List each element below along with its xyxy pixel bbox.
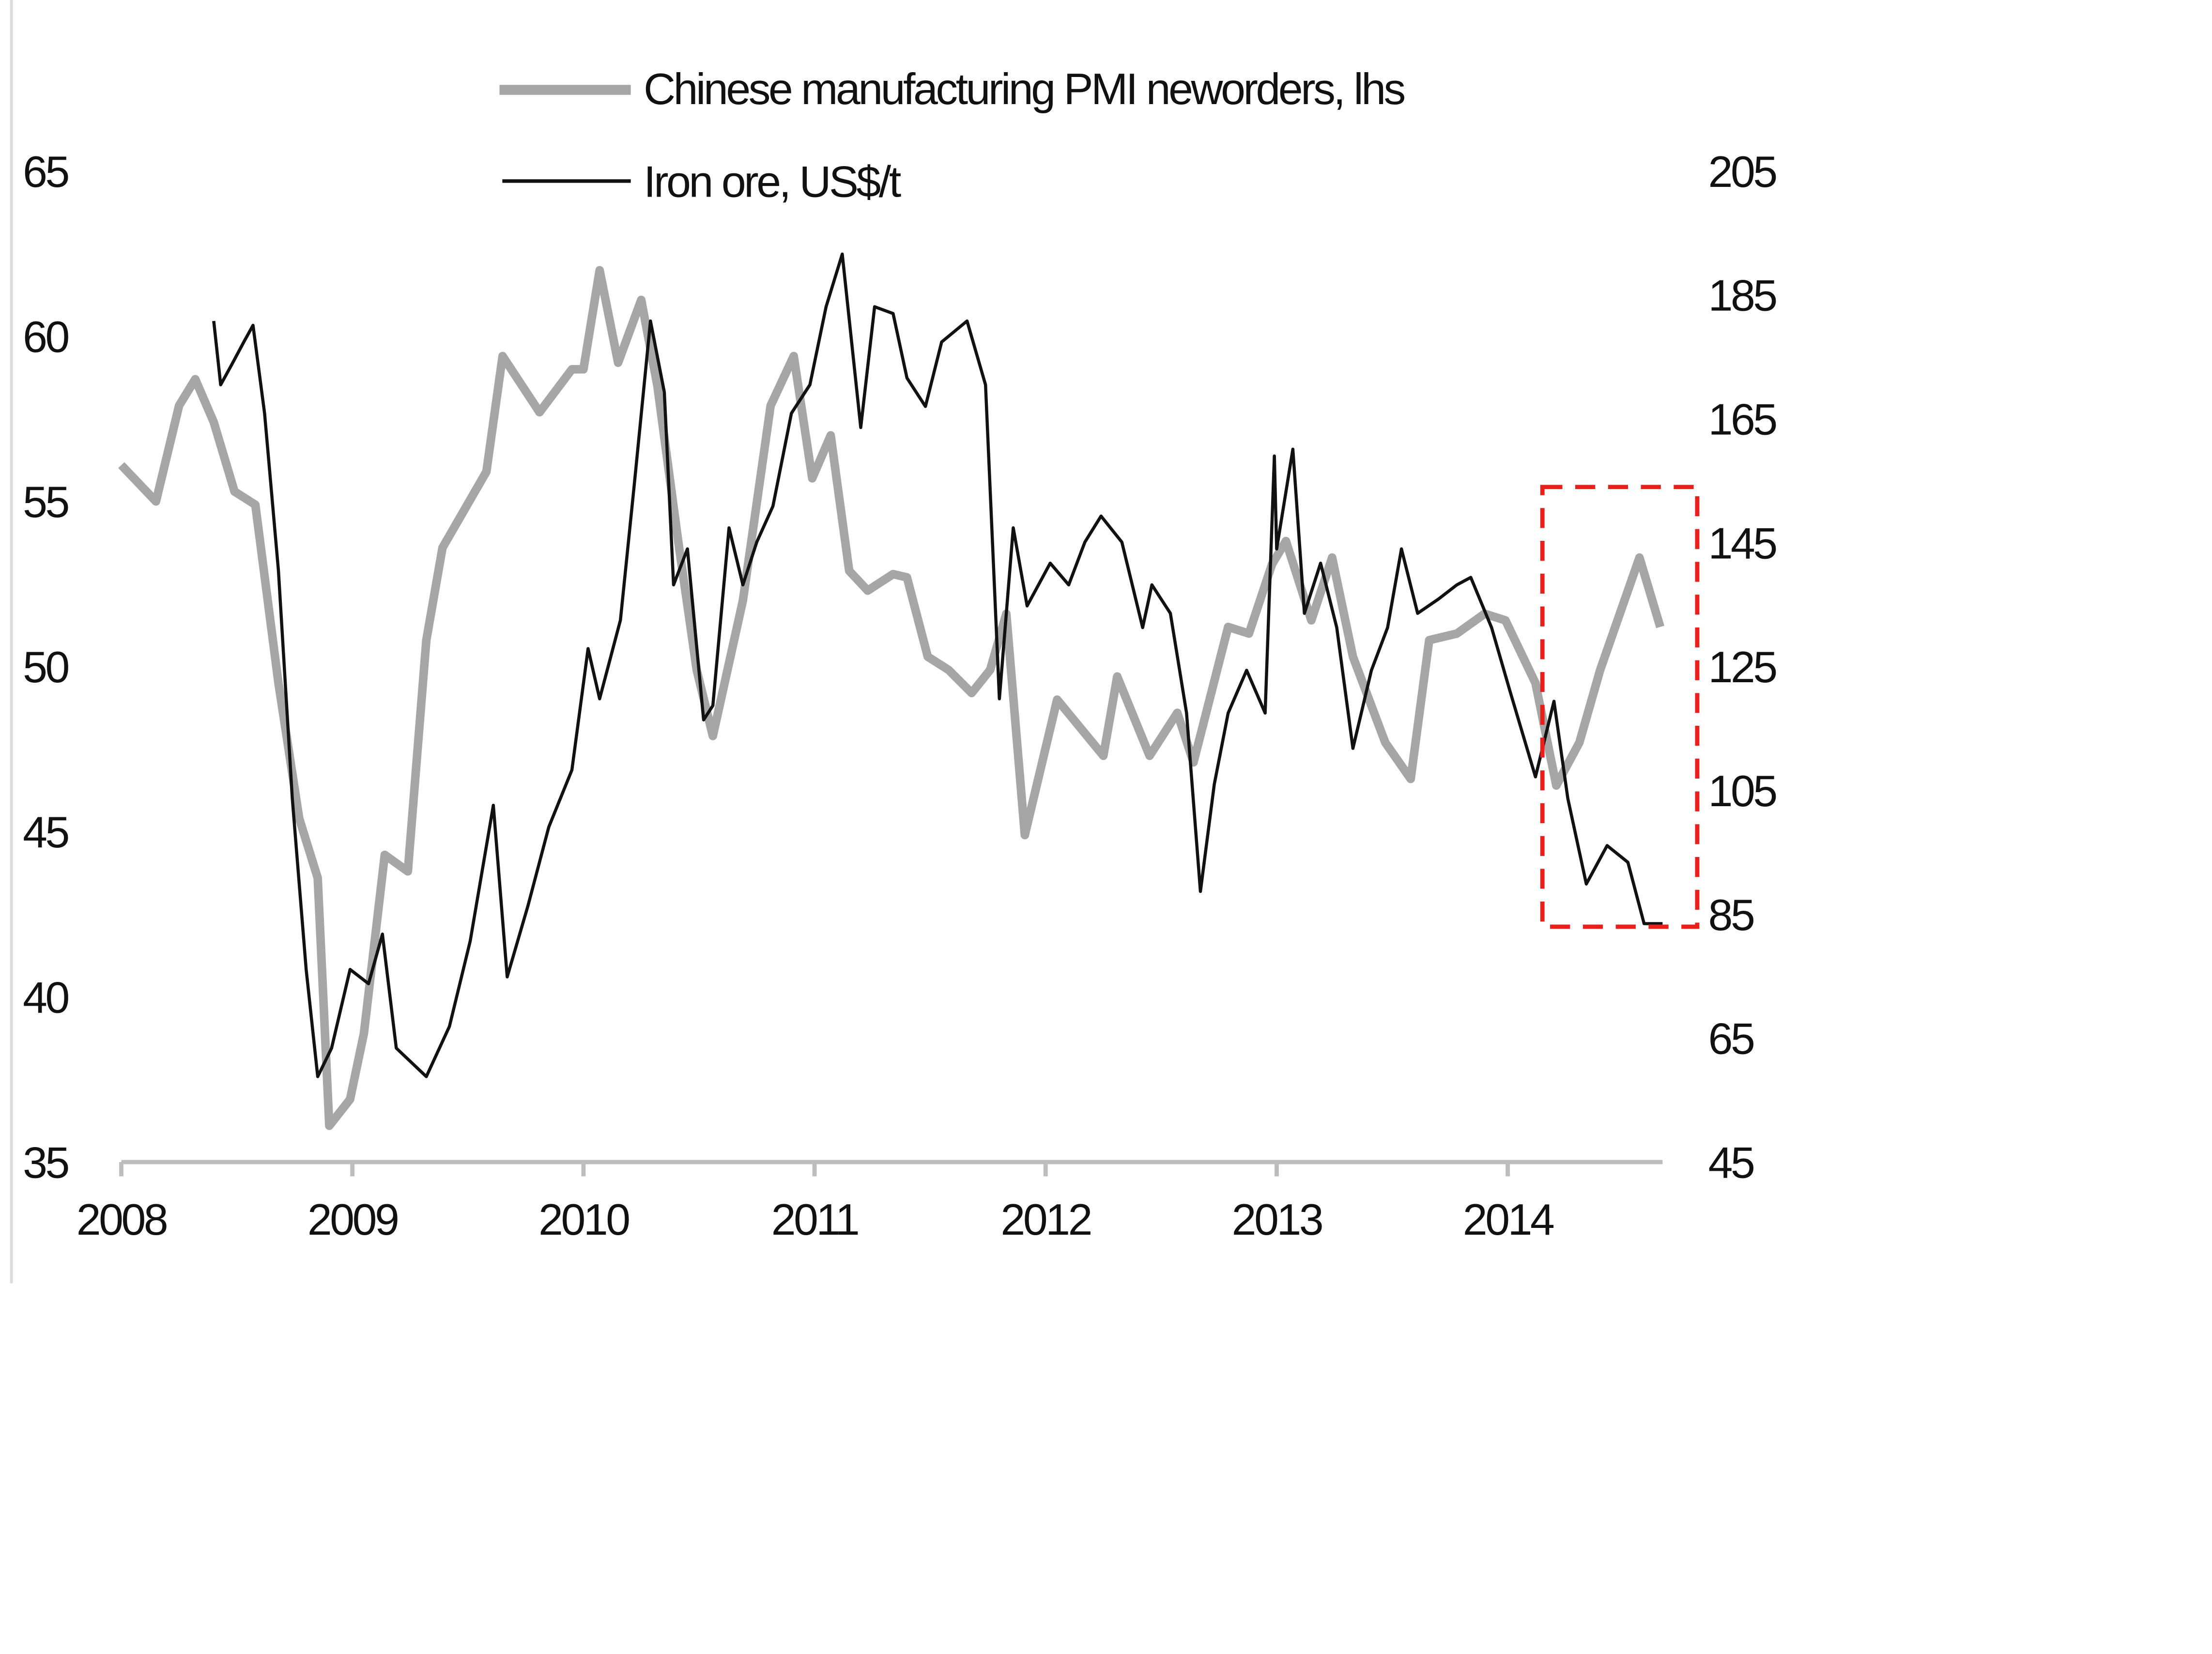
y-right-tick-label: 65 <box>1708 1014 1753 1064</box>
legend: Chinese manufacturing PMI neworders, lhs… <box>499 64 1407 206</box>
legend-label-iron: Iron ore, US$/t <box>644 157 901 206</box>
y-right-tick-label: 165 <box>1708 395 1776 444</box>
x-tick-label: 2010 <box>538 1195 629 1244</box>
y-right-tick-label: 45 <box>1708 1138 1753 1187</box>
y-right-tick-label: 85 <box>1708 890 1753 940</box>
y-right-tick-label: 125 <box>1708 643 1776 692</box>
series-line-iron-ore <box>212 252 1663 1078</box>
legend-label-pmi: Chinese manufacturing PMI neworders, lhs <box>644 64 1405 114</box>
highlight-dashed-box <box>1540 485 1700 929</box>
y-left-tick-label: 60 <box>23 312 68 362</box>
y-left-tick-label: 35 <box>23 1138 68 1187</box>
y-right-tick-label: 145 <box>1708 519 1776 568</box>
x-tick-label: 2009 <box>307 1195 398 1244</box>
x-tick-label: 2011 <box>771 1195 858 1244</box>
y-left-tick-label: 65 <box>23 147 68 197</box>
y-left-tick-label: 55 <box>23 477 68 527</box>
x-tick-label: 2012 <box>1000 1195 1091 1244</box>
x-tick-label: 2008 <box>77 1195 167 1244</box>
axes: 2008 2009 2010 2011 2012 2013 2014 65 60 55 50 45 40… <box>23 147 1778 1244</box>
series-line-pmi-neworders <box>118 266 1665 1130</box>
y-right-tick-label: 185 <box>1708 271 1776 321</box>
y-left-tick-label: 40 <box>23 973 68 1022</box>
x-tick-label: 2014 <box>1463 1195 1554 1244</box>
x-tick-label: 2013 <box>1232 1195 1322 1244</box>
series-layer <box>118 252 1700 1130</box>
y-right-tick-label: 205 <box>1708 147 1776 197</box>
y-left-tick-label: 45 <box>23 808 68 857</box>
y-left-tick-label: 50 <box>23 643 68 692</box>
y-right-tick-label: 105 <box>1708 766 1776 816</box>
